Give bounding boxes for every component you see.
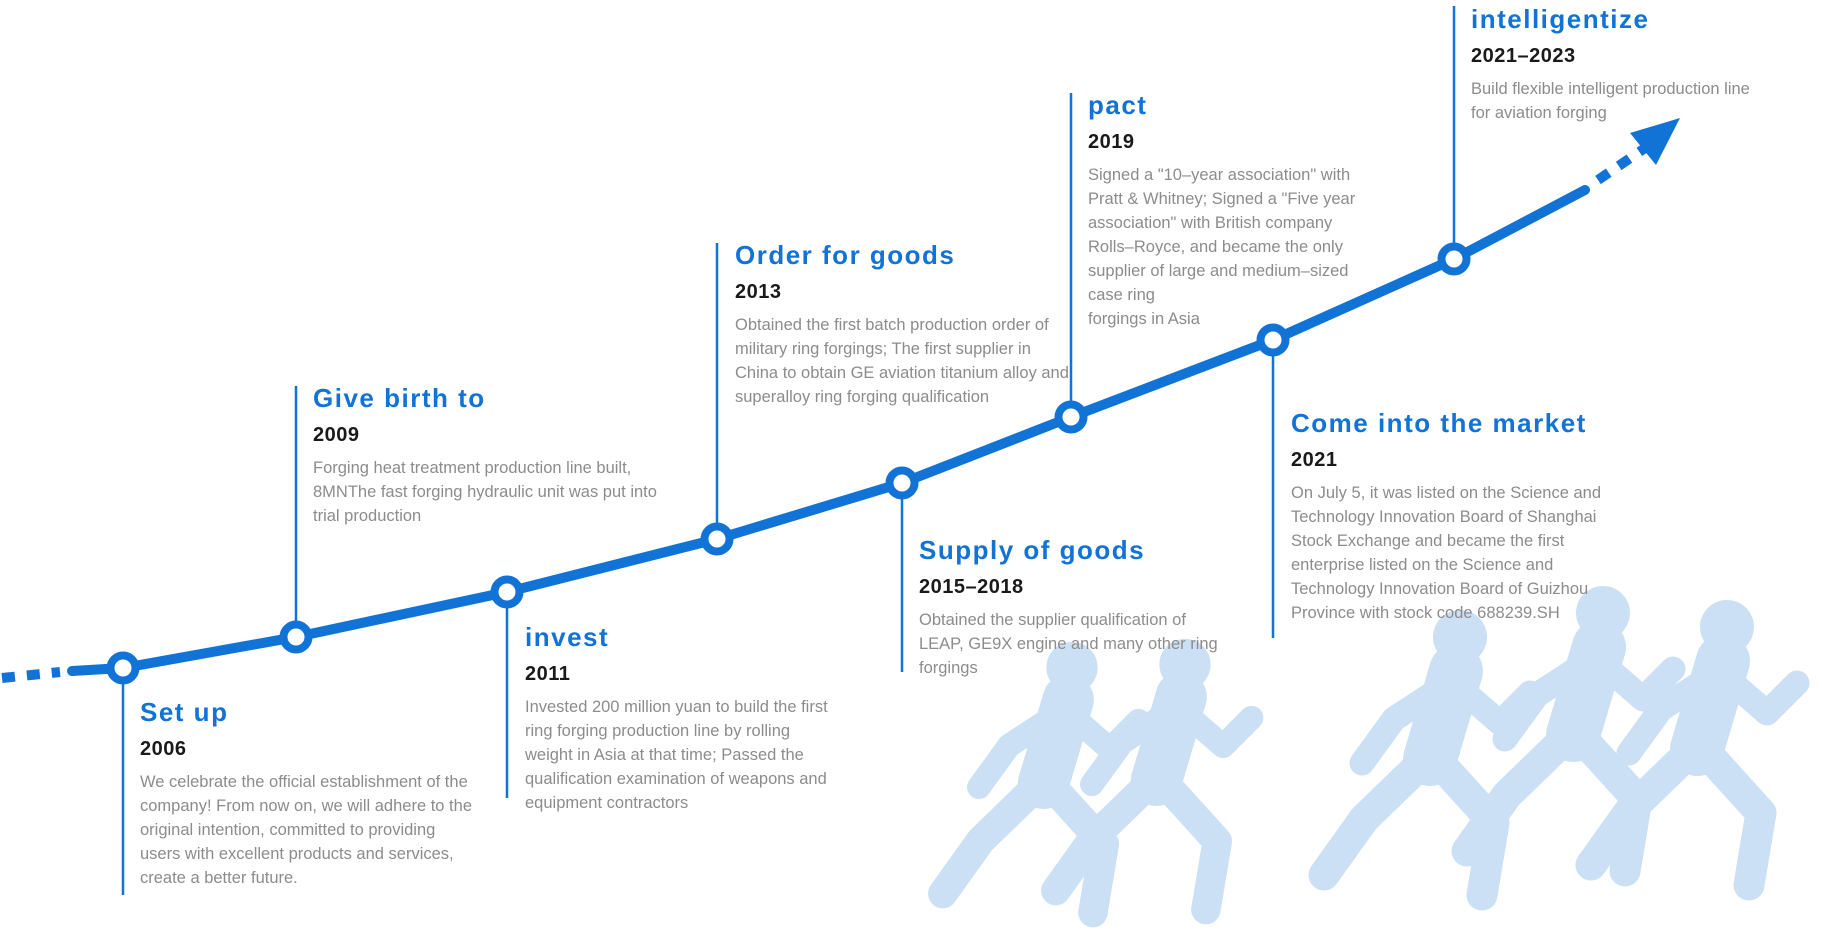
timeline-node-2013 xyxy=(700,522,734,556)
arrowhead-icon xyxy=(1630,118,1680,165)
milestone-title: intelligentize xyxy=(1471,4,1650,34)
milestone-description: On July 5, it was listed on the Science … xyxy=(1291,484,1602,622)
milestone-year: 2019 xyxy=(1088,131,1135,153)
milestone-year: 2006 xyxy=(140,738,187,760)
timeline-node-2021-2023 xyxy=(1437,242,1471,276)
timeline-nodes xyxy=(106,242,1471,685)
milestone-title: pact xyxy=(1088,90,1148,120)
milestone-year: 2021 xyxy=(1291,449,1338,471)
milestone-year: 2009 xyxy=(313,424,360,446)
timeline-node-2011 xyxy=(490,575,524,609)
milestone-2009: Give birth to 2009 Forging heat treatmen… xyxy=(313,383,675,528)
milestone-description: Obtained the supplier qualification of L… xyxy=(919,611,1218,677)
timeline-node-2009 xyxy=(279,620,313,654)
milestone-description: We celebrate the official establishment … xyxy=(140,773,472,887)
milestone-description: Build flexible intelligent production li… xyxy=(1471,80,1750,122)
milestone-title: Come into the market xyxy=(1291,408,1587,438)
curve-end-dashes xyxy=(1595,141,1651,185)
milestone-2015-2018: Supply of goods 2015–2018 Obtained the s… xyxy=(919,535,1231,680)
milestone-title: invest xyxy=(525,622,610,652)
milestone-2013: Order for goods 2013 Obtained the first … xyxy=(735,240,1071,409)
milestone-2021-2023: intelligentize 2021–2023 Build flexible … xyxy=(1471,4,1771,125)
timeline-node-2019 xyxy=(1054,400,1088,434)
growth-curve xyxy=(67,185,1590,676)
timeline-node-2006 xyxy=(106,651,140,685)
milestone-description: Invested 200 million yuan to build the f… xyxy=(525,698,828,812)
milestone-year: 2011 xyxy=(525,663,571,685)
curve-start-dashes xyxy=(1,667,61,683)
connector-lines xyxy=(121,6,1456,895)
milestone-title: Order for goods xyxy=(735,240,956,270)
milestone-2006: Set up 2006 We celebrate the official es… xyxy=(140,697,480,890)
timeline-node-2021 xyxy=(1256,323,1290,357)
milestone-description: Signed a "10–year association" with Prat… xyxy=(1088,166,1356,328)
milestone-description: Forging heat treatment production line b… xyxy=(313,459,657,525)
timeline-node-2015-2018 xyxy=(885,466,919,500)
milestone-2019: pact 2019 Signed a "10–year association"… xyxy=(1088,90,1380,331)
milestone-year: 2021–2023 xyxy=(1471,45,1576,67)
milestone-year: 2015–2018 xyxy=(919,576,1024,598)
milestone-description: Obtained the first batch production orde… xyxy=(735,316,1069,406)
milestone-2021: Come into the market 2021 On July 5, it … xyxy=(1291,408,1627,625)
milestone-title: Give birth to xyxy=(313,383,486,413)
milestone-2011: invest 2011 Invested 200 million yuan to… xyxy=(525,622,837,815)
milestone-year: 2013 xyxy=(735,281,782,303)
milestone-title: Set up xyxy=(140,697,229,727)
milestone-title: Supply of goods xyxy=(919,535,1146,565)
